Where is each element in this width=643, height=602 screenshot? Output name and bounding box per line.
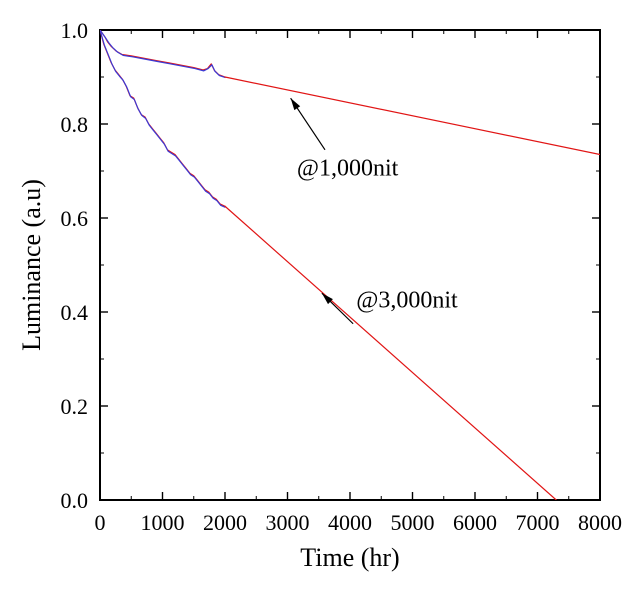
y-axis-label: Luminance (a.u) [17,179,46,351]
y-tick-label: 0.8 [61,112,89,137]
y-tick-label: 0.0 [61,488,89,513]
x-tick-label: 1000 [141,510,185,535]
luminance-line-chart: 0 1000 2000 3000 4000 5000 6000 7000 8000 Time (h… [0,0,643,602]
x-tick-label: 4000 [328,510,372,535]
y-tick-label: 0.4 [61,300,89,325]
x-axis-label: Time (hr) [300,543,399,572]
chart-container: 0 1000 2000 3000 4000 5000 6000 7000 8000 Time (h… [0,0,643,602]
y-tick-label: 0.2 [61,394,89,419]
x-tick-label: 7000 [516,510,560,535]
y-tick-label: 1.0 [61,18,89,43]
annotation-label_3000nit: @3,000nit [356,287,458,313]
x-tick-label: 3000 [266,510,310,535]
annotation-label_1000nit: @1,000nit [297,156,399,182]
y-tick-label: 0.6 [61,206,89,231]
x-tick-label: 5000 [391,510,435,535]
x-tick-label: 0 [95,510,106,535]
x-tick-label: 2000 [203,510,247,535]
x-tick-label: 6000 [453,510,497,535]
x-tick-label: 8000 [578,510,622,535]
